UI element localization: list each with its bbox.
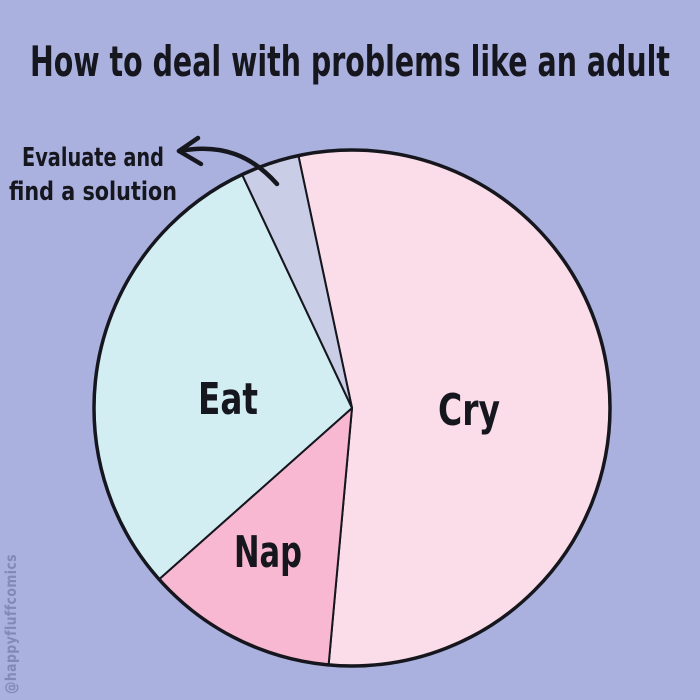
pie-overlay: Cry Nap Eat (92, 135, 612, 668)
slice-label-nap: Nap (234, 527, 302, 578)
annotation-line-2: find a solution (9, 177, 177, 207)
pie-slices (93, 148, 611, 667)
annotation-arrowhead-icon (176, 135, 204, 167)
pie-rim (92, 148, 612, 668)
watermark: @happyfluffcomics (2, 554, 20, 694)
annotation-arrow (176, 146, 280, 187)
annotation-line-1: Evaluate and (22, 143, 164, 173)
slice-label-cry: Cry (438, 385, 500, 436)
chart-title: How to deal with problems like an adult (30, 37, 670, 86)
slice-label-eat: Eat (198, 374, 258, 425)
